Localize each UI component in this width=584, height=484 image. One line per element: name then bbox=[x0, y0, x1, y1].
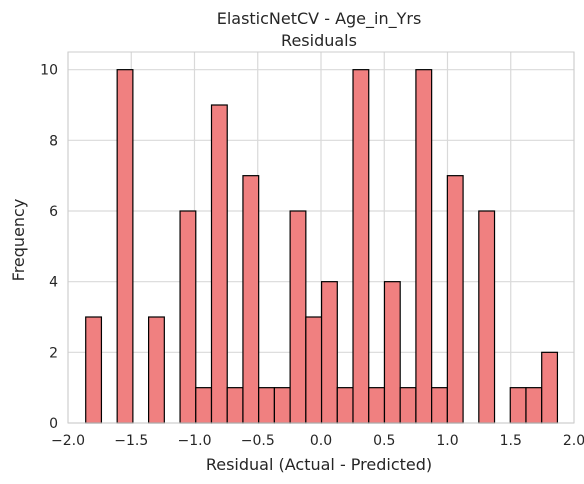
y-tick-label: 0 bbox=[49, 416, 58, 432]
histogram-bar bbox=[148, 316, 165, 424]
y-tick-labels: 0 2 4 6 8 10 bbox=[40, 63, 58, 432]
x-tick-label: −1.0 bbox=[178, 433, 212, 449]
histogram-bar bbox=[289, 210, 307, 424]
x-tick-label: 1.0 bbox=[436, 433, 458, 449]
histogram-bar bbox=[478, 210, 496, 424]
histogram-bar bbox=[116, 69, 134, 424]
y-tick-label: 2 bbox=[49, 345, 58, 361]
x-tick-label: −1.5 bbox=[114, 433, 148, 449]
histogram-bar bbox=[509, 387, 527, 424]
histogram-bar bbox=[258, 387, 275, 424]
histogram-bar bbox=[273, 387, 291, 424]
histogram-bar bbox=[446, 175, 464, 424]
plot-area-frame bbox=[67, 51, 575, 424]
histogram-bar bbox=[431, 387, 448, 424]
histogram-bar bbox=[336, 387, 354, 424]
y-tick-label: 4 bbox=[49, 275, 58, 291]
histogram-bar bbox=[525, 387, 543, 424]
histogram-bar bbox=[210, 104, 228, 424]
histogram-bar bbox=[415, 69, 433, 424]
histogram-bar bbox=[226, 387, 244, 424]
x-tick-label: −2.0 bbox=[51, 433, 85, 449]
histogram-bar bbox=[541, 351, 559, 424]
histogram-bar bbox=[320, 281, 338, 424]
y-tick-label: 8 bbox=[49, 133, 58, 149]
histogram-bar bbox=[368, 387, 386, 424]
x-tick-label: 0.5 bbox=[373, 433, 395, 449]
histogram-bar bbox=[352, 69, 370, 424]
chart-title: ElasticNetCV - Age_in_Yrs bbox=[217, 9, 422, 29]
x-tick-label: −0.5 bbox=[241, 433, 275, 449]
x-tick-label: 1.5 bbox=[500, 433, 522, 449]
y-tick-label: 10 bbox=[40, 63, 58, 79]
x-tick-label: 2.0 bbox=[563, 433, 584, 449]
histogram-bar bbox=[85, 316, 103, 424]
histogram-bar bbox=[242, 175, 260, 424]
histogram-bar bbox=[383, 281, 401, 424]
x-axis-title: Residual (Actual - Predicted) bbox=[206, 455, 432, 474]
histogram-bar bbox=[179, 210, 197, 424]
histogram-bar bbox=[195, 387, 213, 424]
y-axis-title: Frequency bbox=[9, 199, 28, 282]
y-tick-label: 6 bbox=[49, 204, 58, 220]
chart-subtitle: Residuals bbox=[281, 31, 357, 50]
histogram-bar bbox=[399, 387, 417, 424]
histogram-bar bbox=[305, 316, 323, 424]
x-tick-label: 0.0 bbox=[310, 433, 332, 449]
x-tick-labels: −2.0 −1.5 −1.0 −0.5 0.0 0.5 1.0 1.5 2.0 bbox=[51, 433, 584, 449]
